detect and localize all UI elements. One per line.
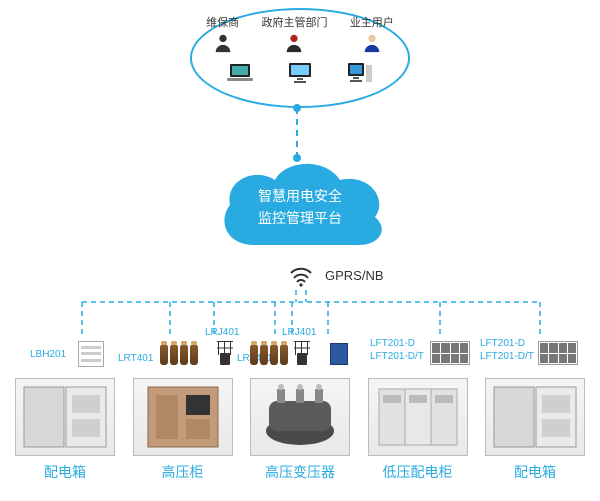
lft-right bbox=[538, 341, 578, 365]
desktop-icon bbox=[346, 62, 374, 84]
equipment-row: 配电箱 高压柜 高压变压器 低压配电柜 配电箱 bbox=[10, 378, 590, 482]
person-icon bbox=[283, 32, 305, 54]
antenna-icon bbox=[215, 341, 235, 365]
lrt401-left-label: LRT401 bbox=[118, 353, 153, 364]
equip-label: 高压变压器 bbox=[265, 462, 335, 482]
equip-distribution-box-2: 配电箱 bbox=[480, 378, 590, 482]
lft-right-label2: LFT201-D/T bbox=[480, 351, 534, 362]
person-icon bbox=[361, 32, 383, 54]
terminal-block-icon bbox=[430, 341, 470, 365]
bottle-icon bbox=[280, 345, 288, 365]
role-owner: 业主用户 bbox=[350, 14, 394, 54]
cloud-line1: 智慧用电安全 bbox=[210, 185, 390, 207]
terminal-block-icon bbox=[538, 341, 578, 365]
equip-hv-cabinet: 高压柜 bbox=[128, 378, 238, 482]
bottle-icon bbox=[260, 345, 268, 365]
wireless-label: GPRS/NB bbox=[325, 268, 384, 283]
user-devices-row bbox=[210, 62, 390, 84]
equip-label: 配电箱 bbox=[514, 462, 556, 482]
lbh201-label: LBH201 bbox=[30, 349, 66, 360]
wifi-icon bbox=[288, 265, 314, 292]
lbh201-sensor bbox=[78, 341, 104, 367]
bottle-icon bbox=[180, 345, 188, 365]
bottle-icon bbox=[270, 345, 278, 365]
link-users-to-cloud bbox=[296, 108, 304, 158]
lft-left-label1: LFT201-D bbox=[370, 338, 415, 349]
role-label: 维保商 bbox=[206, 14, 239, 30]
lft-left bbox=[430, 341, 470, 365]
role-government: 政府主管部门 bbox=[261, 14, 327, 54]
lft-left-label2: LFT201-D/T bbox=[370, 351, 424, 362]
equip-label: 配电箱 bbox=[44, 462, 86, 482]
equip-label: 高压柜 bbox=[162, 462, 204, 482]
lrj401-right bbox=[292, 341, 312, 365]
laptop-icon bbox=[226, 62, 254, 84]
din-rail-icon bbox=[78, 341, 104, 367]
role-label: 业主用户 bbox=[350, 14, 394, 30]
lrt401-right-sensors bbox=[250, 345, 288, 365]
bottle-icon bbox=[160, 345, 168, 365]
lrj401-right-label: LRJ401 bbox=[282, 327, 316, 338]
user-roles-row: 维保商 政府主管部门 业主用户 bbox=[195, 14, 405, 54]
distribution-box-icon bbox=[485, 378, 585, 456]
equip-hv-transformer: 高压变压器 bbox=[245, 378, 355, 482]
lrj401-left-label: LRJ401 bbox=[205, 327, 239, 338]
role-label: 政府主管部门 bbox=[261, 14, 327, 30]
equip-distribution-box-1: 配电箱 bbox=[10, 378, 120, 482]
blue-module bbox=[330, 343, 348, 365]
hv-transformer-icon bbox=[250, 378, 350, 456]
role-maintainer: 维保商 bbox=[206, 14, 239, 54]
hv-cabinet-icon bbox=[133, 378, 233, 456]
lft-right-label1: LFT201-D bbox=[480, 338, 525, 349]
cloud-line2: 监控管理平台 bbox=[210, 207, 390, 229]
lrt401-left-sensors bbox=[160, 345, 198, 365]
person-icon bbox=[212, 32, 234, 54]
distribution-box-icon bbox=[15, 378, 115, 456]
equip-lv-cabinet: 低压配电柜 bbox=[363, 378, 473, 482]
platform-cloud: 智慧用电安全 监控管理平台 bbox=[210, 155, 390, 260]
lv-cabinet-icon bbox=[368, 378, 468, 456]
lrj401-left bbox=[215, 341, 235, 365]
module-icon bbox=[330, 343, 348, 365]
bottle-icon bbox=[190, 345, 198, 365]
bottle-icon bbox=[170, 345, 178, 365]
bottle-icon bbox=[250, 345, 258, 365]
monitor-icon bbox=[286, 62, 314, 84]
equip-label: 低压配电柜 bbox=[383, 462, 453, 482]
antenna-icon bbox=[292, 341, 312, 365]
cloud-title: 智慧用电安全 监控管理平台 bbox=[210, 185, 390, 229]
